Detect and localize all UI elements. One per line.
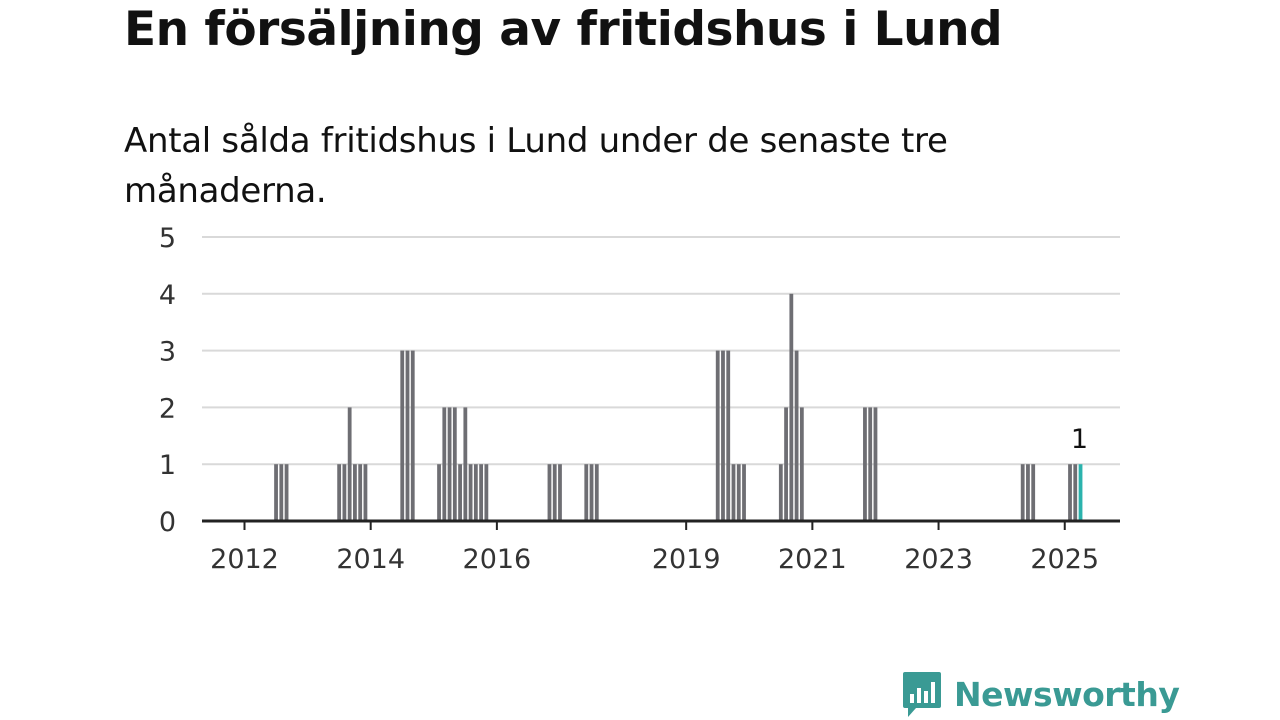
bar — [552, 464, 557, 521]
bar — [452, 407, 457, 521]
bar — [353, 464, 357, 521]
y-tick-label: 0 — [159, 507, 176, 538]
bar — [337, 464, 342, 521]
bar — [342, 464, 347, 521]
bar — [1020, 464, 1025, 521]
bar — [473, 464, 478, 521]
data-labels: 1 — [1071, 424, 1088, 455]
bar — [1068, 464, 1072, 521]
bar-chart: 0 1 2 3 4 5 2012 2014 2016 2019 2021 2023 2025 1 — [159, 223, 1120, 575]
bar — [715, 350, 720, 521]
bar — [547, 464, 552, 521]
bar — [479, 464, 484, 521]
y-tick-label: 1 — [159, 450, 176, 481]
bar — [463, 407, 468, 521]
bars — [274, 293, 1083, 521]
bar — [778, 464, 783, 521]
bar — [794, 350, 799, 521]
brand-name: Newsworthy — [954, 674, 1180, 714]
bar — [279, 464, 284, 521]
bar — [410, 350, 415, 521]
bar — [1031, 464, 1036, 521]
chart-title: En försäljning av fritidshus i Lund — [124, 2, 1003, 57]
x-tick-label: 2023 — [904, 544, 973, 575]
bar — [447, 407, 452, 521]
bar — [458, 464, 462, 521]
bar — [868, 407, 873, 521]
bar — [873, 407, 878, 521]
x-tick-label: 2025 — [1030, 544, 1099, 575]
gridlines — [202, 236, 1120, 466]
bar — [442, 407, 447, 521]
bar — [468, 464, 473, 521]
x-axis-ticks: 2012 2014 2016 2019 2021 2023 2025 — [210, 521, 1099, 575]
bar — [799, 407, 804, 521]
bar — [584, 464, 589, 521]
y-tick-label: 4 — [159, 280, 176, 311]
data-label: 1 — [1071, 424, 1088, 455]
y-tick-label: 3 — [159, 337, 176, 368]
y-axis-ticks: 0 1 2 3 4 5 — [159, 223, 176, 538]
highlight-bar — [1078, 464, 1083, 521]
x-tick-label: 2014 — [336, 544, 405, 575]
bar — [742, 464, 746, 521]
bar — [726, 350, 731, 521]
bar — [405, 350, 410, 521]
bar-chart-speech-bubble-icon — [903, 672, 941, 717]
bar — [736, 464, 741, 521]
bar — [721, 350, 725, 521]
y-tick-label: 2 — [159, 393, 176, 424]
bar — [784, 407, 788, 521]
chart-subtitle: Antal sålda fritidshus i Lund under de s… — [124, 121, 948, 211]
bar — [789, 293, 794, 521]
bar — [594, 464, 599, 521]
x-tick-label: 2021 — [778, 544, 847, 575]
bar — [363, 464, 368, 521]
x-tick-label: 2016 — [463, 544, 532, 575]
bar — [284, 464, 289, 521]
bar — [863, 407, 867, 521]
bar — [274, 464, 278, 521]
bar — [437, 464, 441, 521]
bar — [589, 464, 594, 521]
bar — [1026, 464, 1030, 521]
bar — [484, 464, 489, 521]
bar — [731, 464, 736, 521]
x-tick-label: 2012 — [210, 544, 279, 575]
bar — [558, 464, 562, 521]
x-tick-label: 2019 — [652, 544, 721, 575]
bar — [358, 464, 363, 521]
y-tick-label: 5 — [159, 223, 176, 254]
bar — [347, 407, 352, 521]
bar — [400, 350, 405, 521]
bar — [1073, 464, 1078, 521]
brand-logo: Newsworthy — [902, 670, 1180, 718]
